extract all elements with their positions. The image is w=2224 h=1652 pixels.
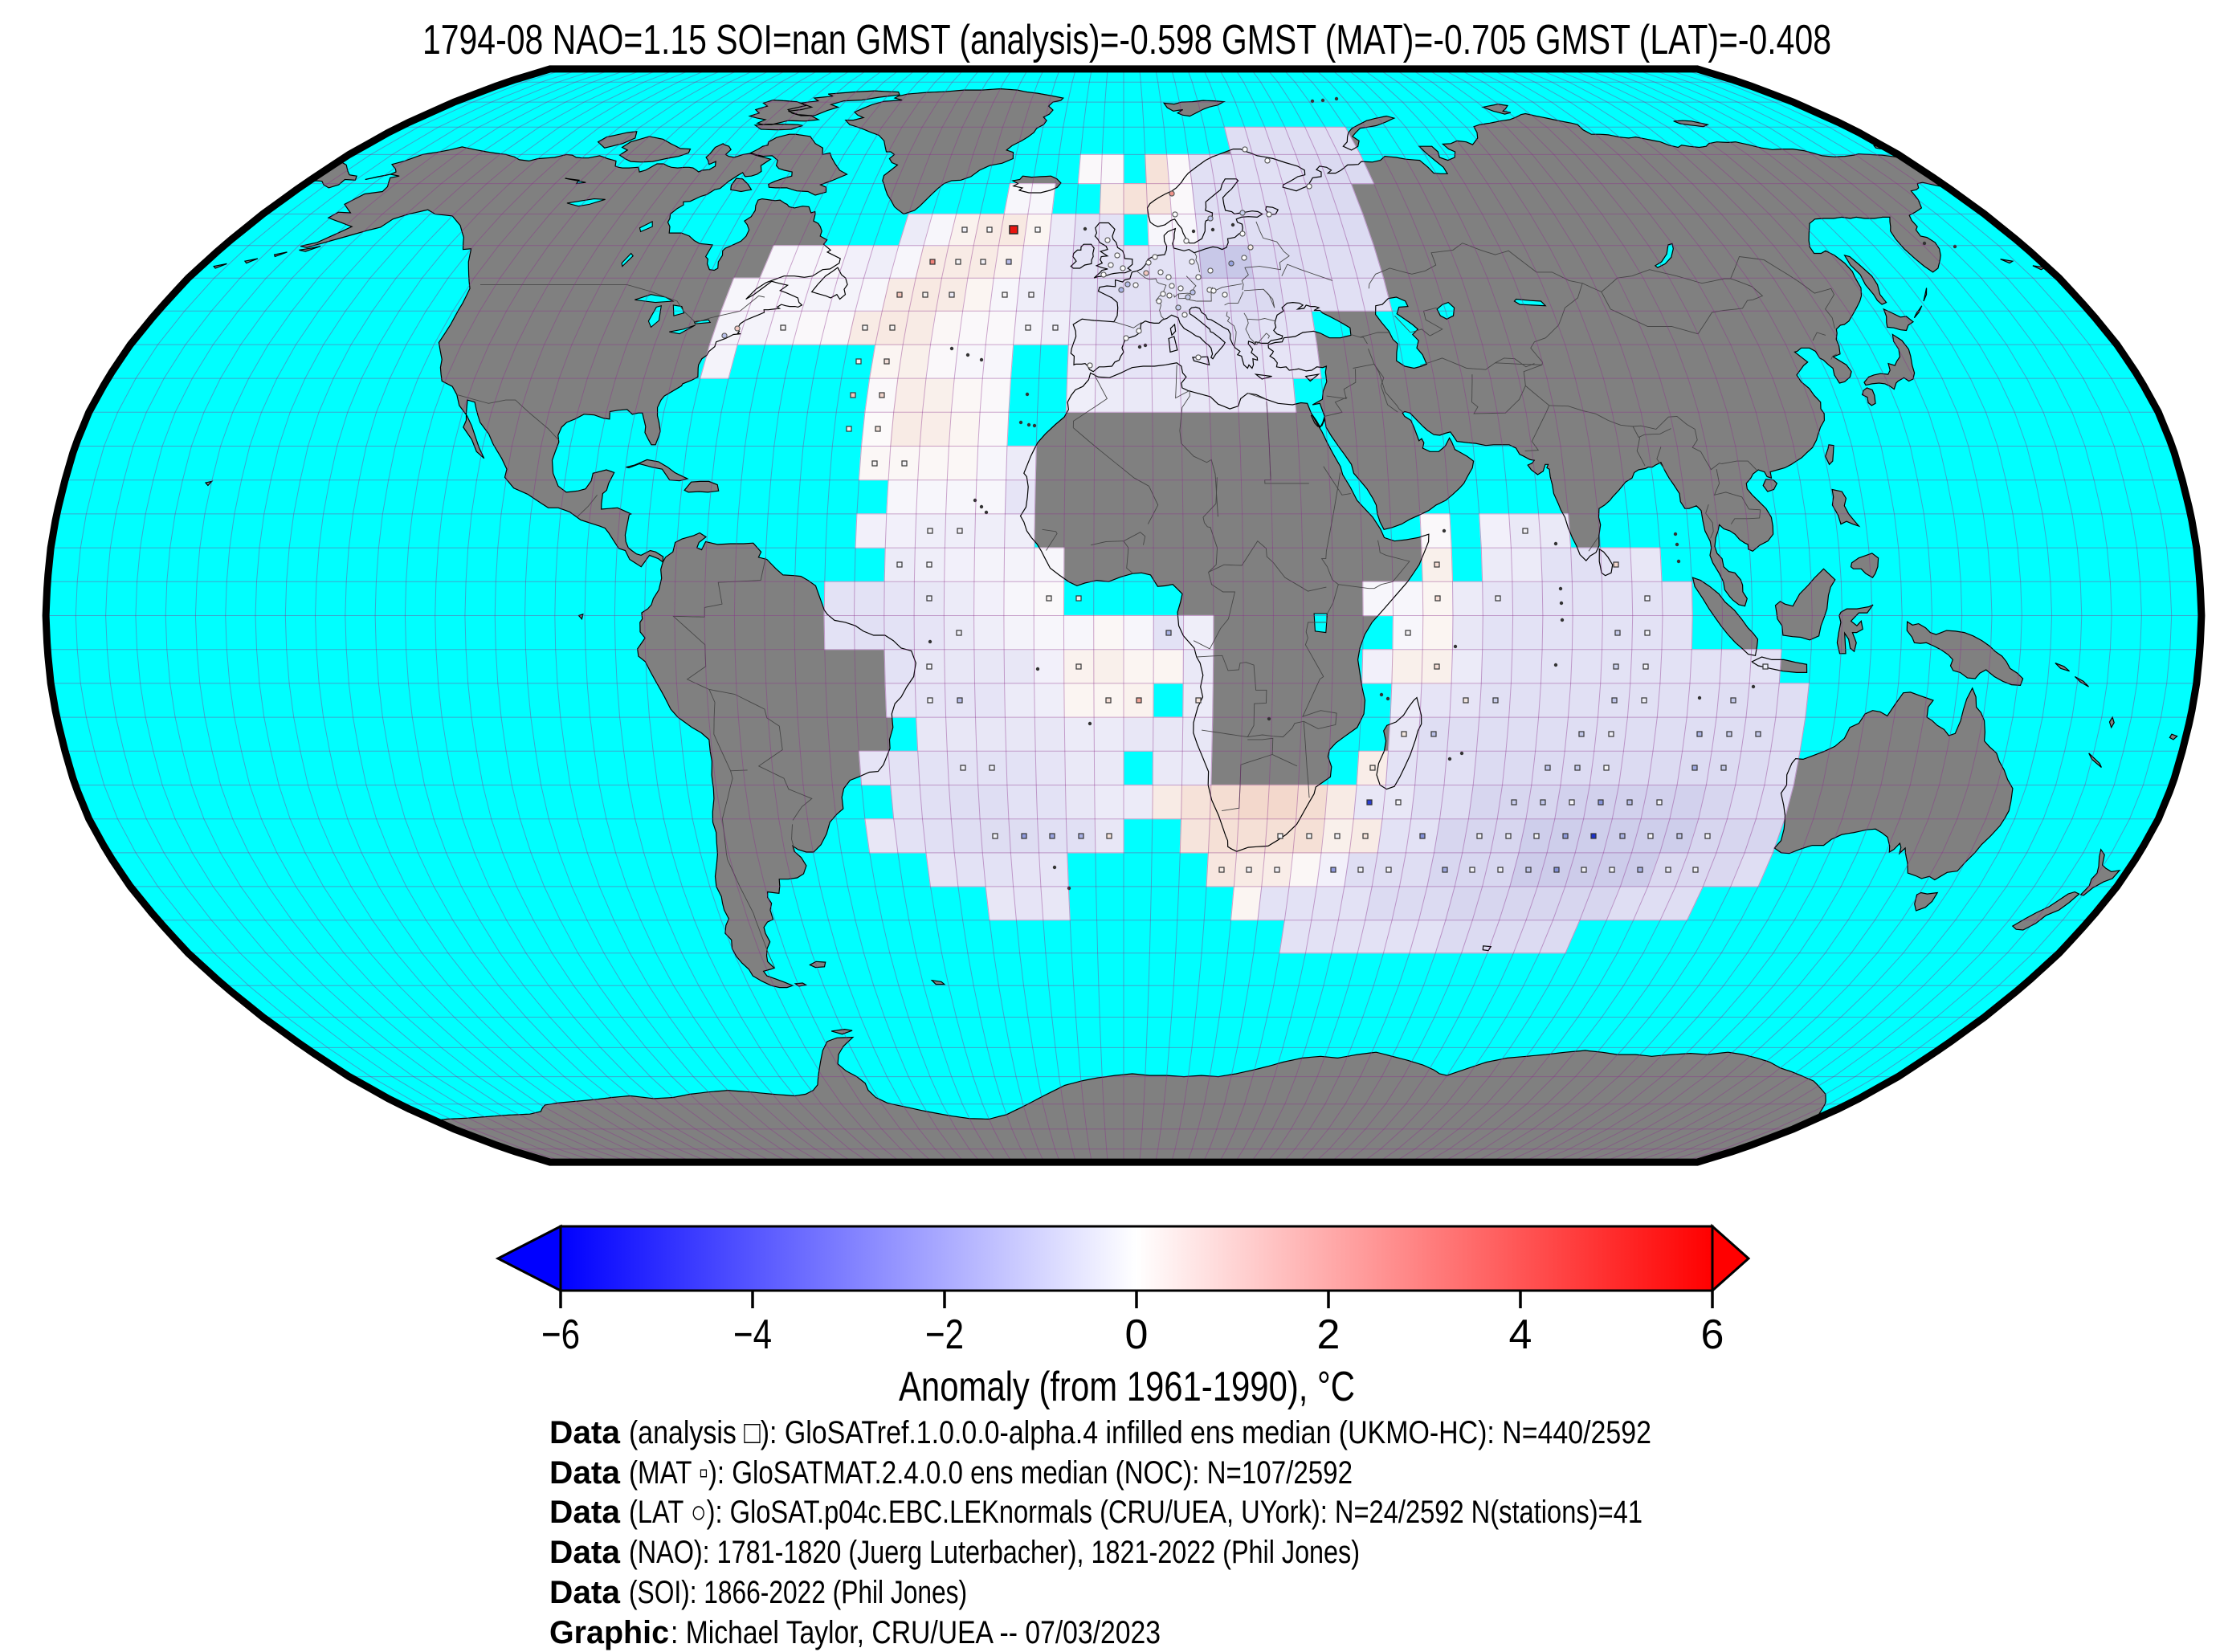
- svg-text:0: 0: [1125, 1311, 1149, 1358]
- svg-text:Data: Data: [549, 1495, 621, 1530]
- svg-text:Data: Data: [549, 1415, 621, 1450]
- svg-text:6: 6: [1701, 1311, 1724, 1358]
- svg-text:−2: −2: [925, 1311, 964, 1358]
- svg-text:Data: Data: [549, 1535, 621, 1570]
- svg-text:(NAO): 1781-1820 (Juerg Luterb: (NAO): 1781-1820 (Juerg Luterbacher), 18…: [629, 1535, 1360, 1570]
- svg-text:Graphic: Graphic: [549, 1615, 669, 1650]
- svg-text:(SOI): 1866-2022 (Phil Jones): (SOI): 1866-2022 (Phil Jones): [629, 1575, 967, 1610]
- svg-text:Data: Data: [549, 1575, 621, 1610]
- svg-text:: Michael Taylor, CRU/UEA -- 0: : Michael Taylor, CRU/UEA -- 07/03/2023: [671, 1615, 1161, 1650]
- svg-text:1794-08 NAO=1.15 SOI=nan GMST: 1794-08 NAO=1.15 SOI=nan GMST (analysis)…: [422, 17, 1831, 63]
- svg-text:(LAT ○): GloSAT.p04c.EBC.LEKno: (LAT ○): GloSAT.p04c.EBC.LEKnormals (CRU…: [629, 1495, 1642, 1530]
- svg-text:4: 4: [1509, 1311, 1532, 1358]
- svg-text:Anomaly (from 1961-1990), °C: Anomaly (from 1961-1990), °C: [899, 1364, 1355, 1410]
- svg-text:Data: Data: [549, 1455, 621, 1491]
- svg-text:(analysis □): GloSATref.1.0.0.: (analysis □): GloSATref.1.0.0.0-alpha.4 …: [629, 1415, 1651, 1450]
- svg-text:−6: −6: [541, 1311, 580, 1358]
- svg-text:(MAT ▫): GloSATMAT.2.4.0.0 ens: (MAT ▫): GloSATMAT.2.4.0.0 ens median (N…: [629, 1455, 1353, 1491]
- svg-text:2: 2: [1317, 1311, 1341, 1358]
- svg-text:−4: −4: [733, 1311, 772, 1358]
